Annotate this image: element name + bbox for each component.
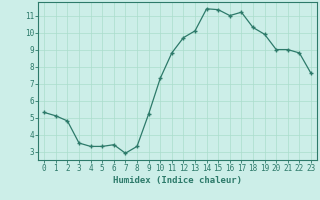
X-axis label: Humidex (Indice chaleur): Humidex (Indice chaleur)	[113, 176, 242, 185]
